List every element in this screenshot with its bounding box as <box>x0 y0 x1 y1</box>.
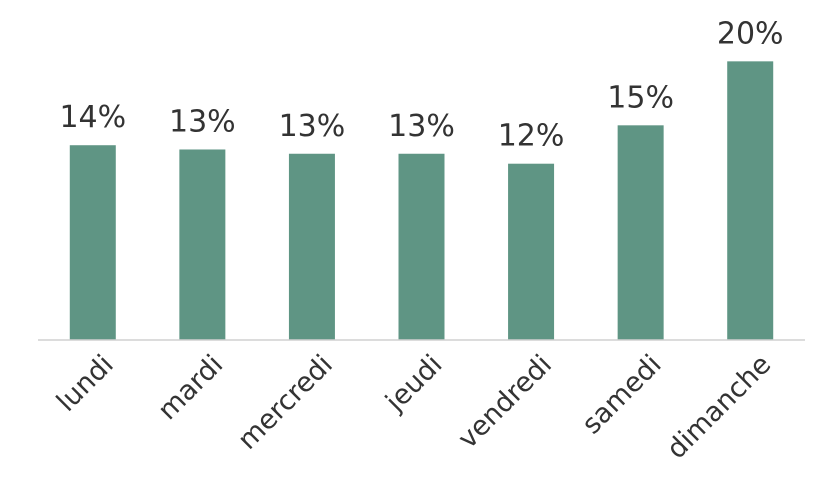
data-label: 12% <box>498 119 565 154</box>
data-label: 15% <box>607 80 674 115</box>
data-label: 20% <box>717 16 784 51</box>
bar <box>69 145 116 340</box>
x-tick-label: samedi <box>576 349 667 440</box>
bar <box>398 153 445 340</box>
x-tick-label: dimanche <box>661 349 777 465</box>
bar <box>617 125 664 341</box>
bar <box>179 149 226 340</box>
x-tick-label: lundi <box>51 349 120 418</box>
x-tick-label: vendredi <box>452 349 558 455</box>
data-label: 13% <box>279 109 346 144</box>
data-label: 13% <box>388 109 455 144</box>
data-label: 13% <box>169 104 236 139</box>
bar <box>727 61 774 340</box>
bar <box>288 153 335 340</box>
x-tick-label: mercredi <box>232 349 339 456</box>
bar <box>508 163 555 340</box>
x-tick-label: jeudi <box>379 349 448 418</box>
data-label: 14% <box>59 100 126 135</box>
x-tick-label: mardi <box>152 349 229 426</box>
